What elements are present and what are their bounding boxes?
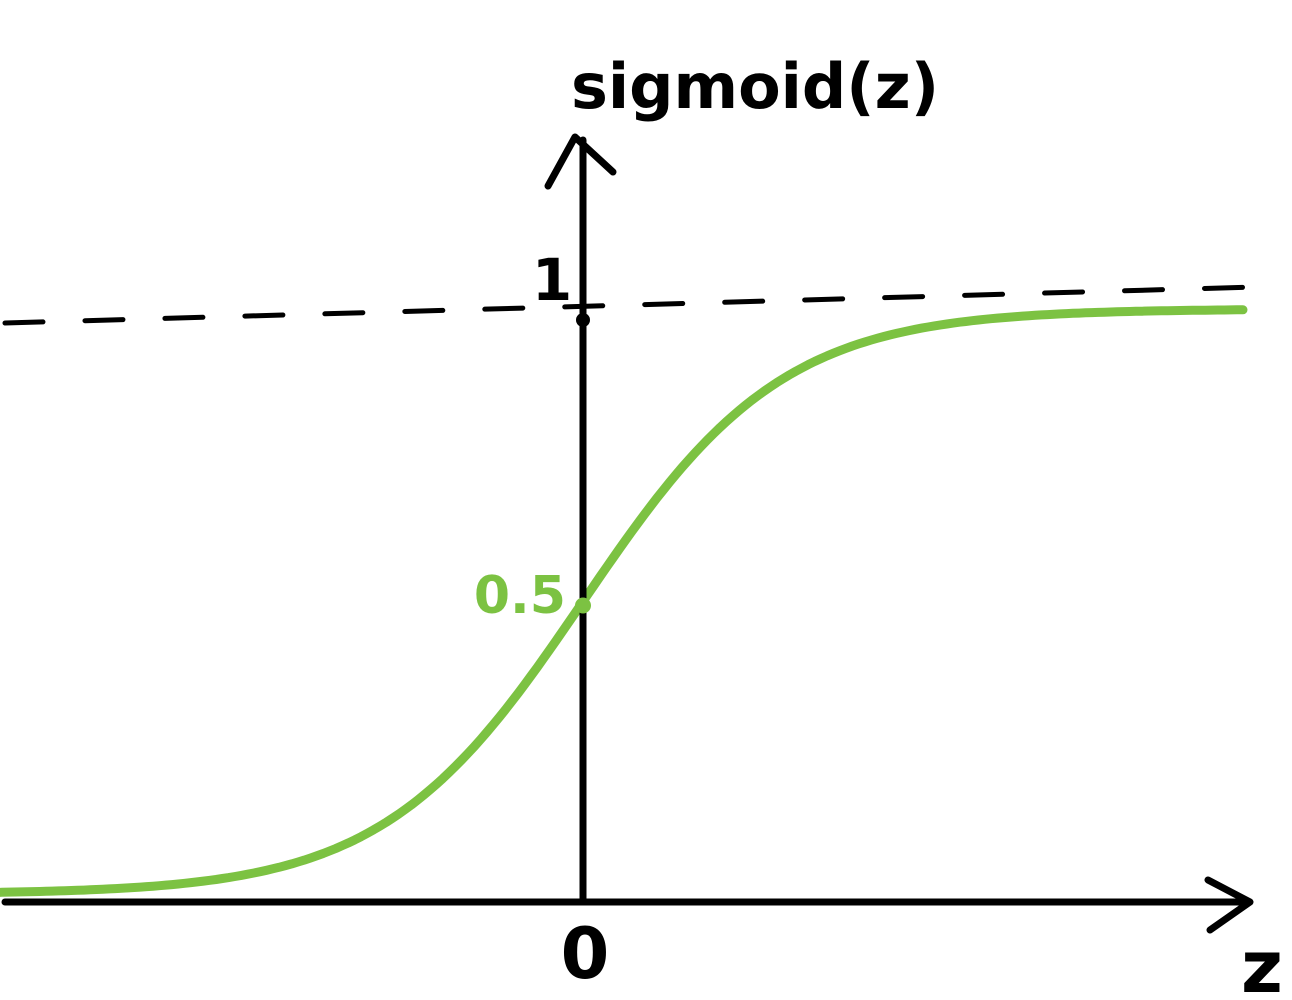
x-tick-label-0: 0 xyxy=(561,913,610,995)
y-tick-label-1: 1 xyxy=(532,246,572,314)
asymptote-line-y1 xyxy=(2,284,1258,326)
y-tick-label-0-5: 0.5 xyxy=(474,566,566,626)
x-axis-label: z xyxy=(1241,925,1283,1000)
y-axis-arrowhead xyxy=(544,133,617,190)
point-y1 xyxy=(576,313,590,327)
y-axis-label: sigmoid(z) xyxy=(571,50,939,123)
x-axis-arrowhead xyxy=(1204,876,1254,934)
sigmoid-curve xyxy=(0,305,1248,897)
point-y0-5 xyxy=(575,597,591,614)
